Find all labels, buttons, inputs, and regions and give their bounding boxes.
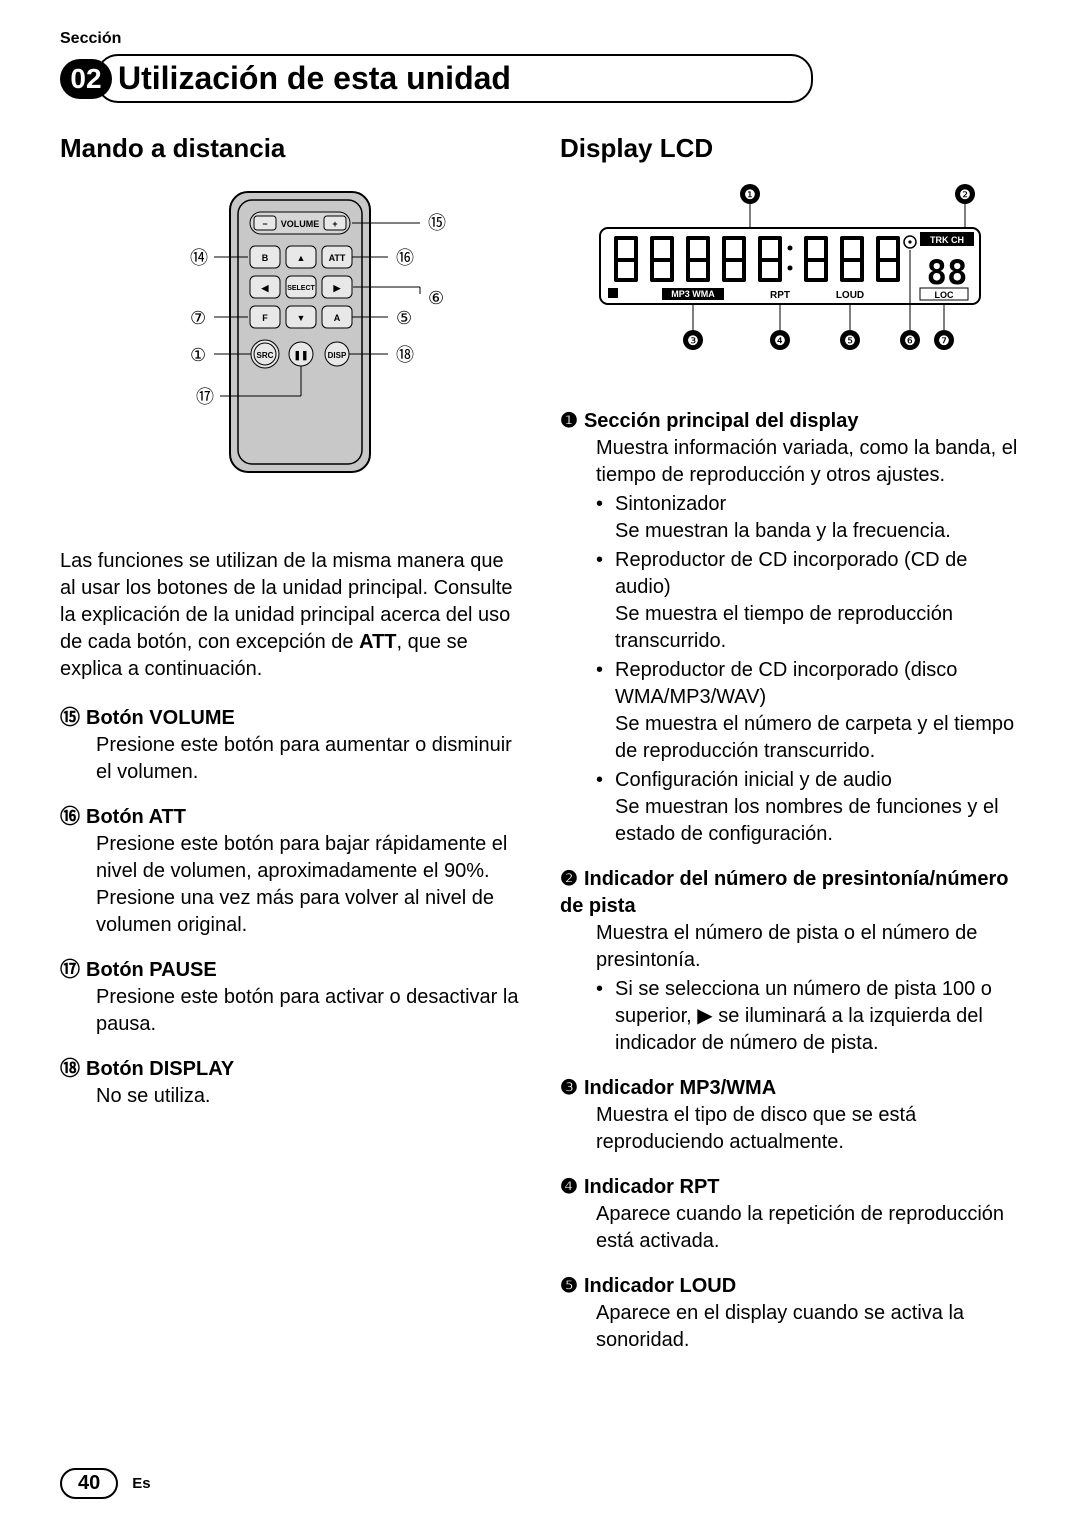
right-column: Display LCD TRK CH 88 xyxy=(560,133,1020,1372)
display-item: ❺Indicador LOUD Aparece en el display cu… xyxy=(560,1273,1020,1354)
remote-item: ⑯Botón ATT Presione este botón para baja… xyxy=(60,804,520,939)
svg-text:❸: ❸ xyxy=(687,333,699,348)
svg-text:⑤: ⑤ xyxy=(396,308,412,328)
svg-text:⑰: ⑰ xyxy=(196,387,214,407)
svg-text:F: F xyxy=(262,313,268,323)
display-item: ❸Indicador MP3/WMA Muestra el tipo de di… xyxy=(560,1075,1020,1156)
svg-text:+: + xyxy=(332,219,337,229)
svg-text:⑥: ⑥ xyxy=(428,288,444,308)
svg-text:❶: ❶ xyxy=(744,187,756,202)
svg-text:RPT: RPT xyxy=(770,290,790,301)
svg-text:LOUD: LOUD xyxy=(836,290,864,301)
svg-text:VOLUME: VOLUME xyxy=(281,219,320,229)
svg-text:A: A xyxy=(334,313,341,323)
display-item: ❹Indicador RPT Aparece cuando la repetic… xyxy=(560,1174,1020,1255)
section-number-badge: 02 xyxy=(60,59,112,99)
svg-text:ATT: ATT xyxy=(329,253,346,263)
svg-text:⑮: ⑮ xyxy=(428,213,446,233)
svg-text:LOC: LOC xyxy=(935,290,954,300)
svg-text:❺: ❺ xyxy=(844,333,856,348)
left-column: Mando a distancia − VOLUME + B ▲ ATT xyxy=(60,133,520,1372)
svg-text:MP3 WMA: MP3 WMA xyxy=(671,289,715,299)
display-item: ❷Indicador del número de presintonía/núm… xyxy=(560,866,1020,1057)
svg-text:▼: ▼ xyxy=(297,313,306,323)
svg-text:88: 88 xyxy=(927,253,968,293)
svg-text:⑱: ⑱ xyxy=(396,345,414,365)
svg-text:B: B xyxy=(262,253,269,263)
section-label: Sección xyxy=(60,30,1020,48)
svg-text:⑭: ⑭ xyxy=(190,248,208,268)
right-heading: Display LCD xyxy=(560,133,1020,164)
remote-item: ⑮Botón VOLUME Presione este botón para a… xyxy=(60,705,520,786)
svg-text:❚❚: ❚❚ xyxy=(293,350,308,361)
svg-text:❼: ❼ xyxy=(938,333,950,348)
remote-item: ⑱Botón DISPLAY No se utiliza. xyxy=(60,1056,520,1110)
svg-text:⑯: ⑯ xyxy=(396,248,414,268)
svg-text:SELECT: SELECT xyxy=(287,285,315,292)
svg-text:❻: ❻ xyxy=(904,333,916,348)
left-heading: Mando a distancia xyxy=(60,133,520,164)
display-item: ❶Sección principal del display Muestra i… xyxy=(560,408,1020,848)
header-row: 02 Utilización de esta unidad xyxy=(60,54,1020,103)
lang-code: Es xyxy=(132,1475,150,1492)
svg-text:◀: ◀ xyxy=(261,283,270,293)
svg-text:DISP: DISP xyxy=(328,351,347,360)
remote-item: ⑰Botón PAUSE Presione este botón para ac… xyxy=(60,957,520,1038)
svg-text:▲: ▲ xyxy=(297,253,306,263)
svg-text:❷: ❷ xyxy=(959,187,971,202)
svg-text:❹: ❹ xyxy=(774,333,786,348)
remote-illustration: − VOLUME + B ▲ ATT ◀ SELECT ▶ xyxy=(60,182,520,522)
lcd-illustration: TRK CH 88 MP3 WMA RPT LOUD LOC ❶ ❷ xyxy=(560,182,1020,382)
intro-paragraph: Las funciones se utilizan de la misma ma… xyxy=(60,548,520,683)
header-title: Utilización de esta unidad xyxy=(96,54,813,103)
svg-text:①: ① xyxy=(190,345,206,365)
page-footer: 40 Es xyxy=(60,1468,151,1499)
svg-text:SRC: SRC xyxy=(257,351,274,360)
svg-text:TRK CH: TRK CH xyxy=(930,235,964,245)
page-number: 40 xyxy=(60,1468,118,1499)
svg-text:−: − xyxy=(262,219,267,229)
svg-text:▶: ▶ xyxy=(333,283,342,293)
svg-text:⑦: ⑦ xyxy=(190,308,206,328)
